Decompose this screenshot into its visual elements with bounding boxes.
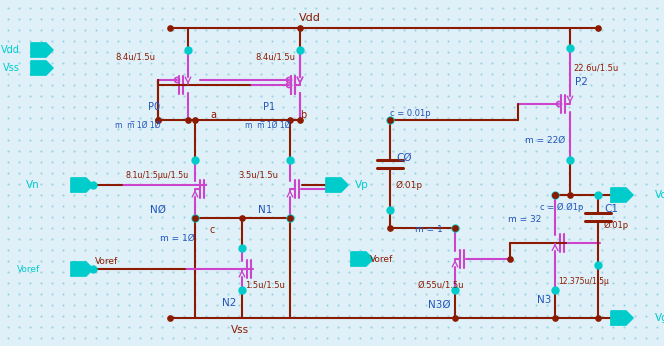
Text: m = 32: m = 32 — [508, 216, 541, 225]
Text: P2: P2 — [575, 77, 588, 87]
Text: N1: N1 — [258, 205, 272, 215]
Text: c = Ø.Ø1p: c = Ø.Ø1p — [540, 202, 584, 212]
Text: a: a — [210, 110, 216, 120]
Text: m  m̅ 1Ø 1Ø: m m̅ 1Ø 1Ø — [245, 120, 291, 129]
Text: 8.4u/1.5u: 8.4u/1.5u — [115, 53, 155, 62]
Text: m = 1: m = 1 — [415, 226, 443, 235]
Polygon shape — [611, 188, 633, 202]
Text: 22.6u/1.5u: 22.6u/1.5u — [573, 64, 618, 73]
Text: Ø.55u/1.5u: Ø.55u/1.5u — [418, 281, 465, 290]
Text: N3Ø: N3Ø — [428, 300, 451, 310]
Polygon shape — [31, 43, 53, 57]
Text: m = 22Ø: m = 22Ø — [525, 136, 565, 145]
Polygon shape — [31, 61, 53, 75]
Text: C1: C1 — [604, 204, 618, 214]
Text: P1: P1 — [263, 102, 275, 112]
Text: Vp: Vp — [355, 180, 369, 190]
Text: NØ: NØ — [150, 205, 166, 215]
Polygon shape — [351, 252, 373, 266]
Text: N2: N2 — [222, 298, 236, 308]
Text: 8.1u/1.5µu/1.5u: 8.1u/1.5µu/1.5u — [125, 171, 189, 180]
Text: Vdd: Vdd — [1, 45, 20, 55]
Text: m = 1Ø: m = 1Ø — [160, 234, 195, 243]
Text: Voref: Voref — [370, 255, 393, 264]
Text: c: c — [210, 225, 215, 235]
Text: m  m̅ 1Ø 1Ø: m m̅ 1Ø 1Ø — [115, 120, 161, 129]
Text: c = 0.01p: c = 0.01p — [390, 109, 431, 118]
Text: 1.5u/1.5u: 1.5u/1.5u — [245, 281, 285, 290]
Polygon shape — [71, 178, 93, 192]
Text: CØ: CØ — [396, 153, 412, 163]
Text: Voref: Voref — [17, 264, 40, 273]
Text: N3: N3 — [537, 295, 551, 305]
Text: Vdd: Vdd — [299, 13, 321, 23]
Text: b: b — [300, 110, 306, 120]
Polygon shape — [611, 311, 633, 325]
Text: 3.5u/1.5u: 3.5u/1.5u — [238, 171, 278, 180]
Text: Vg: Vg — [655, 313, 664, 323]
Text: 12.375u/1.5µ: 12.375u/1.5µ — [558, 277, 609, 286]
Text: Vss: Vss — [231, 325, 249, 335]
Text: Ø.01p: Ø.01p — [396, 180, 423, 190]
Text: P0: P0 — [148, 102, 160, 112]
Polygon shape — [71, 262, 93, 276]
Text: Vout: Vout — [655, 190, 664, 200]
Text: Voref: Voref — [95, 257, 118, 266]
Polygon shape — [326, 178, 348, 192]
Text: Vss: Vss — [3, 63, 20, 73]
Text: 8.4u/1.5u: 8.4u/1.5u — [255, 53, 295, 62]
Text: Vn: Vn — [27, 180, 40, 190]
Text: Ø.01p: Ø.01p — [604, 220, 629, 230]
